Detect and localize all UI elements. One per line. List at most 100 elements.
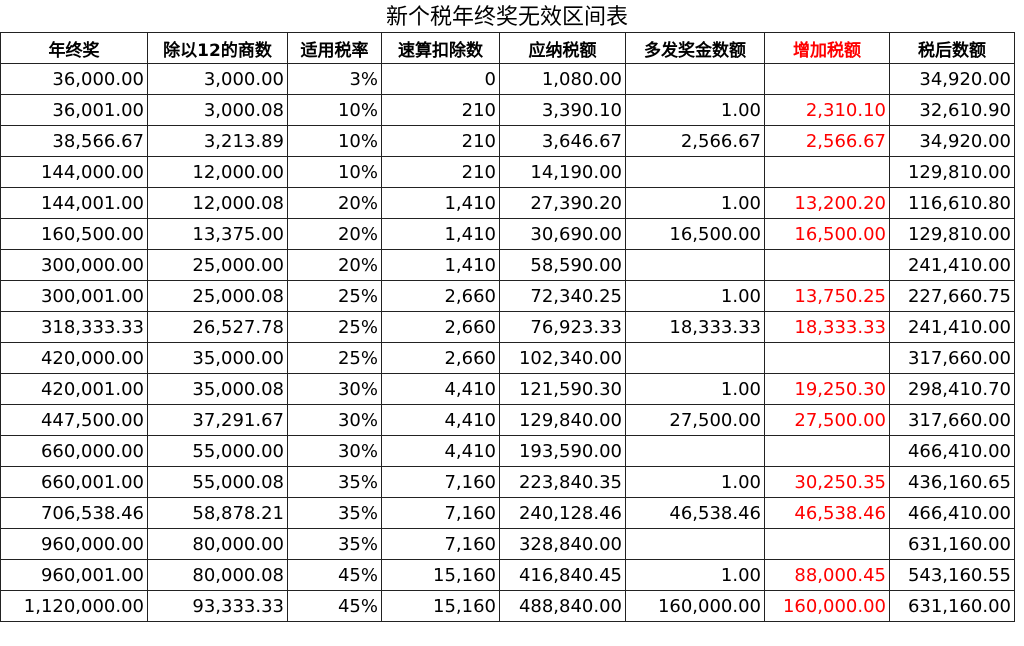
- table-cell: [764, 528, 890, 560]
- table-cell: 1,120,000.00: [0, 590, 148, 622]
- table-cell: 2,660: [381, 342, 500, 374]
- table-row: 420,001.00 35,000.08 30% 4,410 121,590.30 1.0…: [0, 373, 1015, 405]
- table-row: 160,500.00 13,375.00 20% 1,410 30,690.00 16,5…: [0, 218, 1015, 250]
- table-cell: [625, 63, 765, 95]
- header-row: 年终奖 除以12的商数 适用税率 速算扣除数 应纳税额 多发奖金数额 增加税额 税后数额: [0, 32, 1015, 64]
- table-cell: 706,538.46: [0, 497, 148, 529]
- table-row: 38,566.67 3,213.89 10% 210 3,646.67 2,566.67 2…: [0, 125, 1015, 157]
- table-cell: 25,000.08: [147, 280, 288, 312]
- table-cell: 1,410: [381, 249, 500, 281]
- table-cell: 960,001.00: [0, 559, 148, 591]
- table-cell: 4,410: [381, 404, 500, 436]
- table-row: 660,001.00 55,000.08 35% 7,160 223,840.35 1.0…: [0, 466, 1015, 498]
- table-row: 300,001.00 25,000.08 25% 2,660 72,340.25 1.00…: [0, 280, 1015, 312]
- table-cell: 25%: [287, 342, 382, 374]
- column-header: 税后数额: [889, 32, 1015, 64]
- table-cell: [625, 156, 765, 188]
- table-row: 420,000.00 35,000.00 25% 2,660 102,340.00 317…: [0, 342, 1015, 374]
- table-cell: 34,920.00: [889, 125, 1015, 157]
- table-cell: 30,690.00: [499, 218, 626, 250]
- table-cell: [764, 435, 890, 467]
- table-cell: 2,660: [381, 311, 500, 343]
- table-cell: 631,160.00: [889, 590, 1015, 622]
- table-cell: 30%: [287, 435, 382, 467]
- table-cell: 1,410: [381, 187, 500, 219]
- table-cell: 10%: [287, 125, 382, 157]
- table-cell: 12,000.08: [147, 187, 288, 219]
- table-cell: 30%: [287, 404, 382, 436]
- column-header: 适用税率: [287, 32, 382, 64]
- table-cell: 80,000.08: [147, 559, 288, 591]
- table-cell: 300,000.00: [0, 249, 148, 281]
- table-row: 660,000.00 55,000.00 30% 4,410 193,590.00 466…: [0, 435, 1015, 467]
- table-cell: [625, 249, 765, 281]
- table-cell: 1.00: [625, 466, 765, 498]
- column-header: 增加税额: [764, 32, 890, 64]
- table-cell: 30,250.35: [764, 466, 890, 498]
- table-cell: 223,840.35: [499, 466, 626, 498]
- table-cell: 27,500.00: [764, 404, 890, 436]
- table-cell: 543,160.55: [889, 559, 1015, 591]
- table-cell: 36,001.00: [0, 94, 148, 126]
- table-cell: [764, 249, 890, 281]
- table-cell: 27,390.20: [499, 187, 626, 219]
- table-cell: 436,160.65: [889, 466, 1015, 498]
- table-cell: 129,840.00: [499, 404, 626, 436]
- table-cell: 144,000.00: [0, 156, 148, 188]
- table-cell: 241,410.00: [889, 249, 1015, 281]
- table-cell: 45%: [287, 590, 382, 622]
- table-cell: 488,840.00: [499, 590, 626, 622]
- table-cell: [764, 156, 890, 188]
- column-header: 速算扣除数: [381, 32, 500, 64]
- table-cell: 210: [381, 125, 500, 157]
- table-cell: 1.00: [625, 280, 765, 312]
- table-cell: 298,410.70: [889, 373, 1015, 405]
- table-row: 144,001.00 12,000.08 20% 1,410 27,390.20 1.00…: [0, 187, 1015, 219]
- table-cell: 416,840.45: [499, 559, 626, 591]
- table-cell: 3,000.08: [147, 94, 288, 126]
- table-cell: [764, 342, 890, 374]
- table-row: 144,000.00 12,000.00 10% 210 14,190.00 129,81…: [0, 156, 1015, 188]
- column-header: 多发奖金数额: [625, 32, 765, 64]
- tax-table: 年终奖 除以12的商数 适用税率 速算扣除数 应纳税额 多发奖金数额 增加税额 税后数额 36…: [0, 32, 1015, 622]
- table-cell: 13,200.20: [764, 187, 890, 219]
- table-cell: 1.00: [625, 94, 765, 126]
- table-cell: 46,538.46: [764, 497, 890, 529]
- table-cell: 318,333.33: [0, 311, 148, 343]
- table-row: 1,120,000.00 93,333.33 45% 15,160 488,840.00…: [0, 590, 1015, 622]
- table-cell: 7,160: [381, 466, 500, 498]
- table-cell: 210: [381, 94, 500, 126]
- table-cell: 1,080.00: [499, 63, 626, 95]
- table-cell: 300,001.00: [0, 280, 148, 312]
- table-cell: 18,333.33: [625, 311, 765, 343]
- table-cell: 241,410.00: [889, 311, 1015, 343]
- table-cell: 3,390.10: [499, 94, 626, 126]
- table-cell: 16,500.00: [764, 218, 890, 250]
- table-cell: 660,001.00: [0, 466, 148, 498]
- table-cell: 193,590.00: [499, 435, 626, 467]
- table-cell: 466,410.00: [889, 497, 1015, 529]
- table-cell: 3,646.67: [499, 125, 626, 157]
- table-cell: 960,000.00: [0, 528, 148, 560]
- table-cell: 2,566.67: [625, 125, 765, 157]
- table-cell: 102,340.00: [499, 342, 626, 374]
- table-cell: 160,000.00: [625, 590, 765, 622]
- table-cell: 32,610.90: [889, 94, 1015, 126]
- table-cell: 76,923.33: [499, 311, 626, 343]
- table-cell: 13,375.00: [147, 218, 288, 250]
- table-cell: 160,000.00: [764, 590, 890, 622]
- table-cell: 16,500.00: [625, 218, 765, 250]
- table-cell: 2,310.10: [764, 94, 890, 126]
- table-cell: 20%: [287, 249, 382, 281]
- table-cell: 144,001.00: [0, 187, 148, 219]
- table-cell: 37,291.67: [147, 404, 288, 436]
- table-cell: 26,527.78: [147, 311, 288, 343]
- table-cell: 1.00: [625, 559, 765, 591]
- table-row: 300,000.00 25,000.00 20% 1,410 58,590.00 241,…: [0, 249, 1015, 281]
- table-cell: 210: [381, 156, 500, 188]
- sheet-title: 新个税年终奖无效区间表: [385, 5, 628, 30]
- table-cell: 55,000.08: [147, 466, 288, 498]
- table-cell: 420,000.00: [0, 342, 148, 374]
- table-row: 706,538.46 58,878.21 35% 7,160 240,128.46 46,…: [0, 497, 1015, 529]
